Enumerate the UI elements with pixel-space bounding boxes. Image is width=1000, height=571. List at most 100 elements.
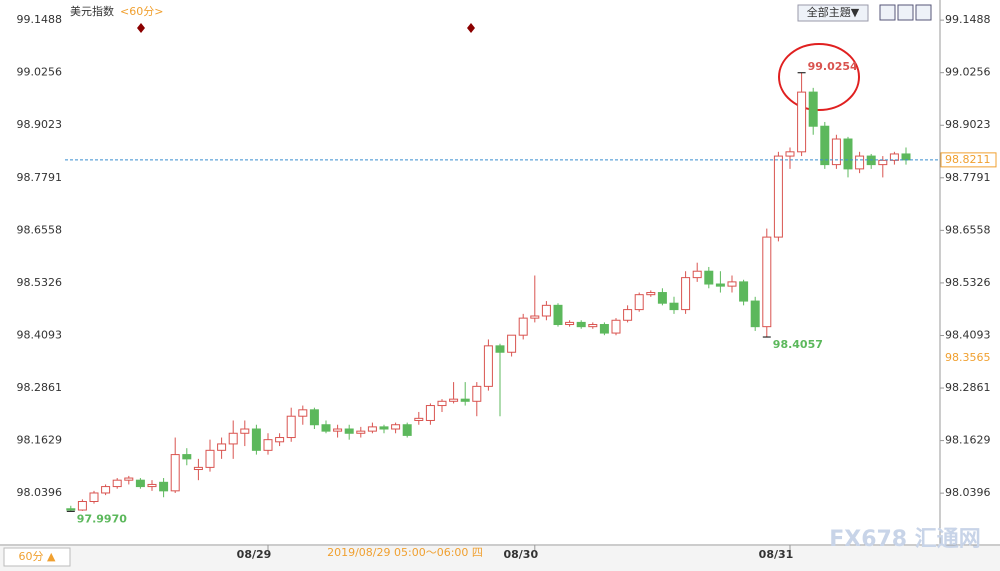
- candle-body: [762, 236, 772, 328]
- tool-icon[interactable]: [879, 4, 896, 21]
- y-tick-label-left: 98.7791: [17, 171, 63, 184]
- y-tick-label: 98.5326: [945, 276, 991, 289]
- period-label[interactable]: 60分 ▲: [19, 550, 56, 563]
- y-tick-label: 98.1629: [945, 434, 991, 447]
- candle-body: [147, 483, 157, 488]
- event-marker: [137, 23, 145, 33]
- candle-body: [367, 426, 377, 432]
- candle-body: [797, 91, 807, 153]
- tool-icon[interactable]: [897, 4, 914, 21]
- candle-body: [773, 155, 783, 238]
- candle-body: [843, 138, 853, 170]
- candle-body: [495, 345, 505, 353]
- x-tick-label: 08/31: [759, 548, 794, 561]
- candle-body: [217, 443, 227, 451]
- theme-button-label[interactable]: 全部主題▼: [807, 5, 860, 19]
- crosshair-label: 2019/08/29 05:00～06:00 四: [327, 546, 483, 559]
- candle-body: [681, 277, 691, 311]
- candle-body: [901, 153, 911, 161]
- candle-body: [170, 454, 180, 492]
- candle-body: [785, 151, 795, 157]
- candle-body: [356, 430, 366, 434]
- candle-body: [205, 449, 215, 468]
- y-tick-label: 98.4093: [945, 328, 991, 341]
- candle-body: [634, 294, 644, 311]
- candle-body: [530, 315, 540, 319]
- candle-body: [101, 486, 111, 494]
- candle-body: [518, 317, 528, 336]
- candle-body: [820, 125, 830, 166]
- y-tick-label: 98.6558: [945, 223, 991, 236]
- y-tick-label-left: 98.5326: [17, 276, 63, 289]
- candle-body: [124, 477, 134, 481]
- candle-body: [414, 417, 424, 421]
- candle-body: [333, 428, 343, 432]
- candle-body: [193, 466, 203, 471]
- candle-body: [298, 409, 308, 417]
- candle-body: [135, 479, 145, 488]
- tool-icon[interactable]: [915, 4, 932, 21]
- chart-subtitle: <60分>: [120, 5, 163, 18]
- candle-body: [321, 424, 331, 432]
- candle-body: [646, 292, 656, 296]
- candle-body: [889, 153, 899, 161]
- event-marker: [467, 23, 475, 33]
- annotation-label: 99.0254: [808, 60, 858, 73]
- candle-body: [437, 400, 447, 407]
- candle-body: [565, 321, 575, 326]
- candle-body: [541, 304, 551, 317]
- candle-body: [89, 492, 99, 503]
- candle-body: [808, 91, 818, 127]
- y-tick-label-left: 98.6558: [17, 223, 63, 236]
- candle-body: [750, 300, 760, 328]
- y-tick-label: 98.7791: [945, 171, 991, 184]
- theme-button[interactable]: [797, 4, 869, 22]
- candle-body: [425, 405, 435, 421]
- candle-body: [715, 283, 725, 287]
- y-tick-label: 98.2861: [945, 381, 991, 394]
- candle-body: [669, 302, 679, 311]
- candle-body: [739, 281, 749, 302]
- candle-body: [309, 409, 319, 426]
- candle-body: [576, 321, 586, 328]
- annotation-label: 98.4057: [773, 338, 823, 351]
- y-tick-label-left: 99.0256: [17, 66, 63, 79]
- candle-body: [402, 424, 412, 436]
- candle-body: [878, 159, 888, 166]
- candle-body: [449, 398, 459, 402]
- candle-body: [112, 479, 122, 488]
- candle-body: [460, 398, 470, 402]
- candle-body: [657, 292, 667, 304]
- candle-body: [727, 281, 737, 287]
- candle-body: [623, 309, 633, 321]
- candle-body: [228, 432, 238, 445]
- period-button[interactable]: [3, 547, 71, 567]
- candle-body: [472, 385, 482, 402]
- candle-body: [240, 428, 250, 434]
- annotation-label: 97.9970: [77, 512, 127, 525]
- x-tick-label: 08/29: [237, 548, 272, 561]
- y-tick-label: 98.0396: [945, 486, 991, 499]
- y-tick-label-left: 98.9023: [17, 118, 63, 131]
- candle-body: [507, 334, 517, 353]
- candle-body: [182, 454, 192, 460]
- candle-body: [275, 437, 285, 443]
- candle-body: [704, 270, 714, 285]
- y-tick-label: 99.0256: [945, 66, 991, 79]
- candle-body: [263, 439, 273, 451]
- candle-body: [344, 428, 354, 434]
- candle-body: [159, 481, 169, 492]
- bottom-strip: [0, 546, 1000, 571]
- candle-body: [66, 508, 76, 511]
- candle-body: [251, 428, 261, 451]
- candle-body: [379, 426, 389, 430]
- candle-body: [286, 415, 296, 439]
- y-tick-label-left: 98.1629: [17, 434, 63, 447]
- last-price-label: 98.8211: [945, 153, 991, 166]
- candle-body: [588, 324, 598, 328]
- y-tick-label: 99.1488: [945, 13, 991, 26]
- indicator-price-label: 98.3565: [945, 351, 991, 364]
- chart-title: 美元指数: [70, 4, 114, 18]
